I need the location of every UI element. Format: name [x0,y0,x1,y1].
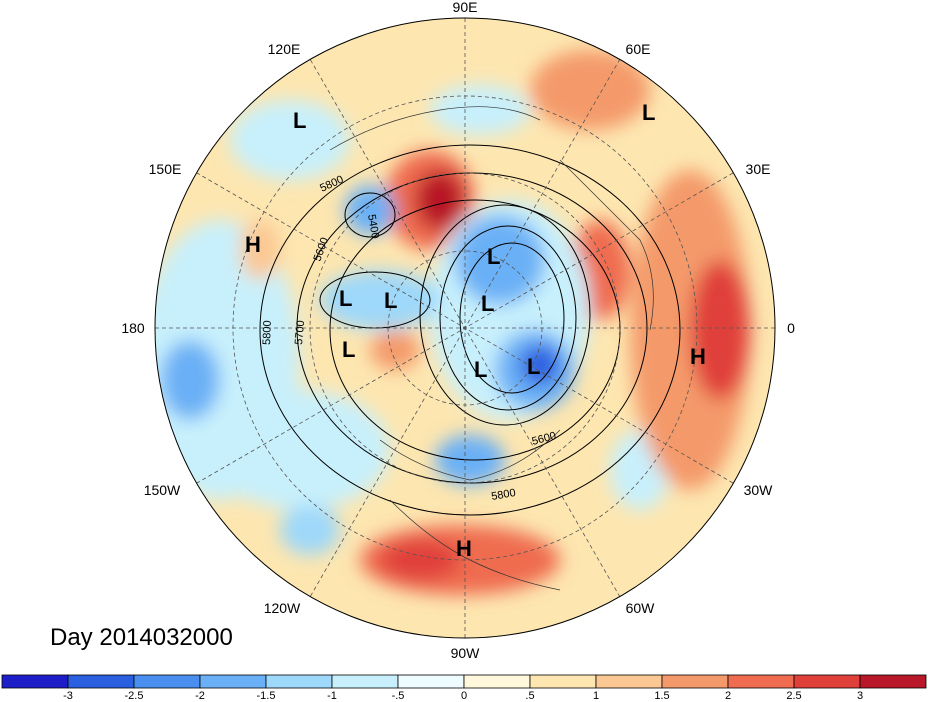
low-pressure-label: L [642,100,655,125]
colorbar: -3 -2.5 -2 -1.5 -1 -.5 0 .5 1 1.5 2 2.5 3 [1,674,927,702]
colorbar-swatch [67,674,135,689]
lon-label: 90W [451,645,481,661]
high-pressure-label: H [456,536,472,561]
colorbar-tick-label: -2.5 [125,690,144,702]
colorbar-swatch [529,674,597,689]
map-border [154,17,776,639]
colorbar-tick-label: .5 [525,690,534,702]
colorbar-tick-label: 3 [857,690,863,702]
colorbar-swatch [199,674,267,689]
colorbar-swatch [595,674,663,689]
colorbar-swatch [463,674,531,689]
contour-label: 5800 [261,320,274,345]
low-pressure-label: L [339,286,352,311]
colorbar-tick-label: 1 [593,690,599,702]
colorbar-tick-label: -2 [195,690,205,702]
colorbar-swatch [727,674,795,689]
graticule [155,18,775,638]
low-pressure-label: L [384,288,397,313]
colorbar-swatch [397,674,465,689]
high-pressure-label: H [690,344,706,369]
colorbar-tick-label: 1.5 [654,690,669,702]
colorbar-tick-label: 0 [461,690,467,702]
colorbar-swatch [661,674,729,689]
longitude-labels: 90E 60E 30E 0 30W 60W 90W 120W 150W 180 … [121,0,795,661]
lon-label: 150E [149,161,182,177]
low-pressure-label: L [481,291,494,316]
lon-label: 60E [626,41,651,57]
colorbar-swatch [133,674,201,689]
lon-label: 60W [626,600,656,616]
contour-label: 5700 [293,320,307,345]
lon-label: 90E [453,0,478,15]
colorbar-swatch [331,674,399,689]
lon-label: 150W [144,482,181,498]
colorbar-tick-label: 2 [725,690,731,702]
colorbar-swatch [793,674,861,689]
lon-label: 120E [268,41,301,57]
colorbar-swatch [1,674,69,689]
anomaly-field [155,18,775,638]
high-pressure-label: H [245,232,261,257]
date-label: Day 2014032000 [50,624,233,651]
lon-label: 30W [744,482,774,498]
lon-label: 30E [746,161,771,177]
low-pressure-label: L [293,108,306,133]
colorbar-swatch [859,674,927,689]
low-pressure-label: L [527,354,540,379]
colorbar-tick-label: -1 [327,690,337,702]
lon-label: 0 [787,320,795,336]
colorbar-tick-label: -.5 [392,690,405,702]
low-pressure-label: L [342,337,355,362]
low-pressure-label: L [474,357,487,382]
contour-label: 5800 [490,487,516,503]
lon-label: 180 [121,320,145,336]
colorbar-swatch [265,674,333,689]
pressure-systems: L L L L L L L L L H H H [245,100,706,561]
colorbar-tick-label: -1.5 [257,690,276,702]
lon-label: 120W [264,600,301,616]
colorbar-tick-label: 2.5 [786,690,801,702]
colorbar-tick-label: -3 [63,690,73,702]
low-pressure-label: L [487,244,500,269]
contour-label: 5400 [365,213,381,239]
